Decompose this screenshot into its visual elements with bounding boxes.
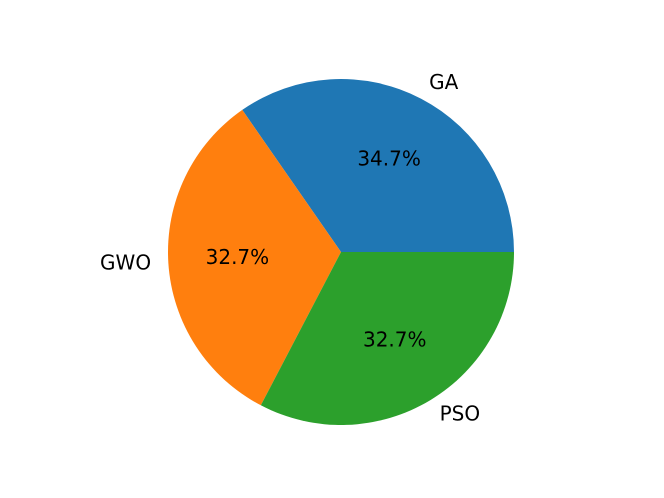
slice-label: PSO [440,401,481,425]
slice-label: GA [429,70,458,94]
value-label: 34.7% [357,147,421,171]
value-label: 32.7% [206,245,270,269]
slice-label: GWO [100,250,151,274]
pie-slice [242,79,514,252]
pie-slice [167,109,341,406]
value-label: 32.7% [363,327,427,351]
pie-slice [260,252,514,425]
